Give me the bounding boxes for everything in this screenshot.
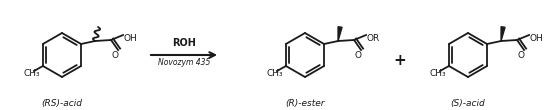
- Text: (S)-acid: (S)-acid: [450, 99, 485, 108]
- Text: O: O: [517, 50, 525, 60]
- Text: O: O: [355, 50, 362, 60]
- Polygon shape: [501, 27, 505, 41]
- Text: CH₃: CH₃: [267, 69, 284, 78]
- Text: O: O: [111, 50, 119, 60]
- Text: OR: OR: [366, 34, 379, 42]
- Polygon shape: [338, 27, 342, 41]
- Text: ROH: ROH: [172, 38, 196, 48]
- Text: Novozym 435: Novozym 435: [158, 58, 210, 67]
- Text: OH: OH: [123, 34, 137, 42]
- Text: CH₃: CH₃: [430, 69, 447, 78]
- Text: CH₃: CH₃: [24, 69, 40, 78]
- Text: (RS)-acid: (RS)-acid: [42, 99, 83, 108]
- Text: (R)-ester: (R)-ester: [285, 99, 325, 108]
- Text: +: +: [394, 52, 407, 68]
- Text: OH: OH: [529, 34, 543, 42]
